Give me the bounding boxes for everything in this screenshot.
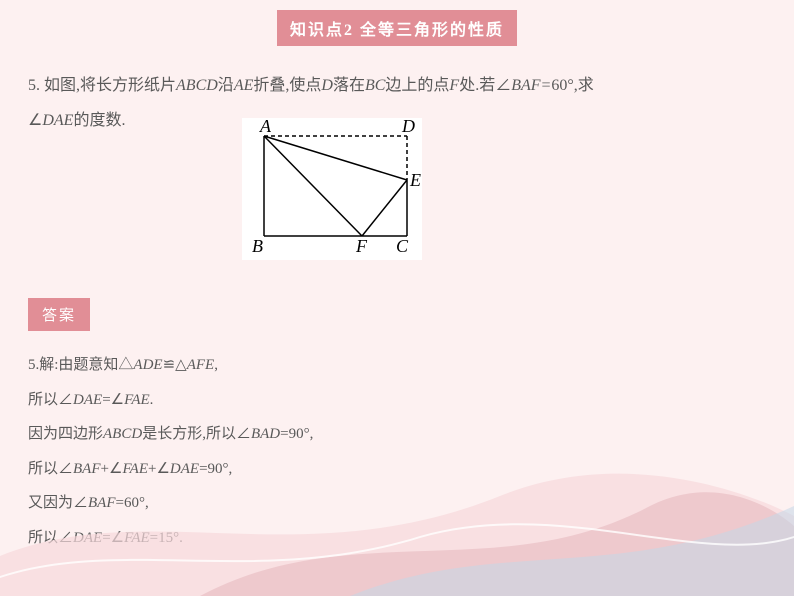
a5b: BAF xyxy=(88,495,116,511)
label-C: C xyxy=(396,236,409,256)
a1d: AFE xyxy=(187,357,215,373)
label-F: F xyxy=(355,236,368,256)
answer-line-1: 5.解:由题意知△ADE≌△AFE, xyxy=(28,348,754,383)
a1a: 5.解:由题意知△ xyxy=(28,357,133,373)
q-angle60: 60°,求 xyxy=(551,77,593,94)
a2b: DAE xyxy=(73,392,102,408)
answer-line-6: 所以∠DAE=∠FAE=15°. xyxy=(28,521,754,556)
diagram-svg: A B C D E F xyxy=(242,118,422,260)
q-mid5: 处.若∠ xyxy=(459,77,511,94)
a6d: FAE xyxy=(124,530,150,546)
q-number: 5. xyxy=(28,77,44,94)
q-d: D xyxy=(321,77,333,94)
a4a: 所以∠ xyxy=(28,461,73,477)
a3c: 是长方形,所以∠ xyxy=(142,426,251,442)
q-prefix: 如图,将长方形纸片 xyxy=(44,77,176,94)
q-mid1: 沿 xyxy=(218,77,234,94)
q-line2a: ∠ xyxy=(28,112,42,129)
q-mid2: 折叠,使点 xyxy=(253,77,321,94)
a5a: 又因为∠ xyxy=(28,495,88,511)
label-A: A xyxy=(259,118,272,136)
answer-badge: 答案 xyxy=(28,298,90,331)
q-dae: DAE xyxy=(42,112,73,129)
q-f: F xyxy=(449,77,459,94)
answer-line-3: 因为四边形ABCD是长方形,所以∠BAD=90°, xyxy=(28,417,754,452)
a4e: +∠ xyxy=(148,461,170,477)
a3e: =90°, xyxy=(280,426,313,442)
a5c: =60°, xyxy=(116,495,149,511)
a6c: =∠ xyxy=(102,530,124,546)
a3a: 因为四边形 xyxy=(28,426,103,442)
answer-line-4: 所以∠BAF+∠FAE+∠DAE=90°, xyxy=(28,452,754,487)
topic-label: 知识点2 全等三角形的性质 xyxy=(290,22,504,39)
answer-block: 5.解:由题意知△ADE≌△AFE, 所以∠DAE=∠FAE. 因为四边形ABC… xyxy=(28,348,754,555)
a6e: =15°. xyxy=(150,530,183,546)
a4b: BAF xyxy=(73,461,101,477)
q-ae: AE xyxy=(234,77,254,94)
a6a: 所以∠ xyxy=(28,530,73,546)
line-FE xyxy=(362,180,407,236)
a2c: =∠ xyxy=(102,392,124,408)
a4c: +∠ xyxy=(101,461,123,477)
a6b: DAE xyxy=(73,530,102,546)
a3b: ABCD xyxy=(103,426,142,442)
a3d: BAD xyxy=(251,426,280,442)
q-mid4: 边上的点 xyxy=(385,77,449,94)
a2a: 所以∠ xyxy=(28,392,73,408)
a1e: , xyxy=(214,357,218,373)
a1b: ADE xyxy=(133,357,162,373)
answer-line-2: 所以∠DAE=∠FAE. xyxy=(28,383,754,418)
q-baf: BAF= xyxy=(511,77,551,94)
a2d: FAE xyxy=(124,392,150,408)
q-mid3: 落在 xyxy=(333,77,365,94)
answer-line-5: 又因为∠BAF=60°, xyxy=(28,486,754,521)
q-bc: BC xyxy=(365,77,385,94)
label-E: E xyxy=(409,170,421,190)
a4d: FAE xyxy=(122,461,148,477)
geometry-diagram: A B C D E F xyxy=(242,118,422,260)
label-D: D xyxy=(401,118,415,136)
answer-badge-label: 答案 xyxy=(42,308,76,324)
a1c: ≌△ xyxy=(163,357,187,373)
a4g: =90°, xyxy=(199,461,232,477)
topic-badge: 知识点2 全等三角形的性质 xyxy=(277,10,517,46)
a4f: DAE xyxy=(170,461,199,477)
q-abcd: ABCD xyxy=(176,77,218,94)
q-line2b: 的度数. xyxy=(73,112,125,129)
a2e: . xyxy=(150,392,154,408)
label-B: B xyxy=(252,236,263,256)
